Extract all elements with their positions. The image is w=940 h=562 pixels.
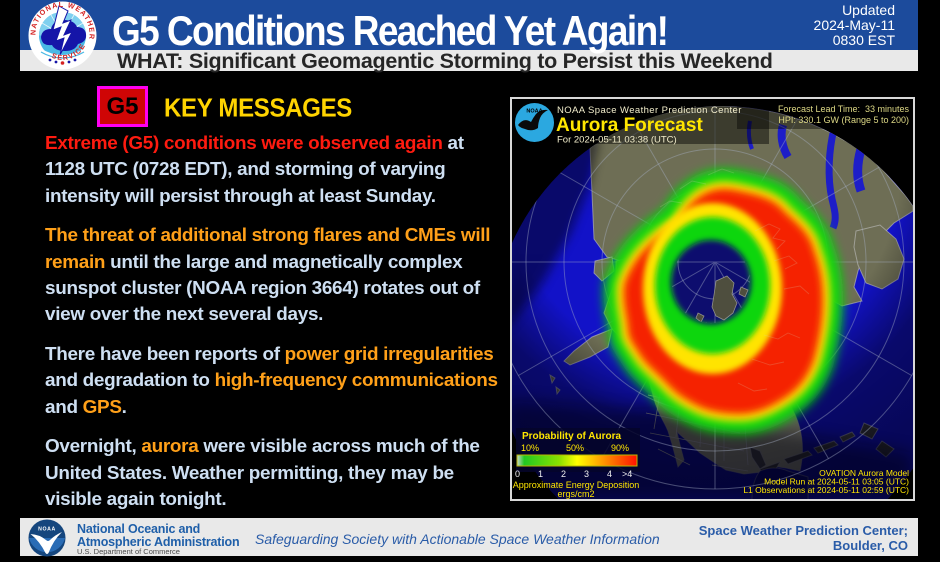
svg-text:OVATION Aurora Model: OVATION Aurora Model [819,468,909,478]
svg-text:10%: 10% [521,443,539,453]
svg-text:NOAA: NOAA [526,109,542,115]
svg-text:Approximate Energy Deposition: Approximate Energy Deposition [513,480,640,490]
svg-text:L1 Observations at 2024-05-11: L1 Observations at 2024-05-11 02:59 (UTC… [743,485,909,495]
svg-text:Forecast Lead Time: 33 minute: Forecast Lead Time: 33 minutes [778,104,910,114]
svg-text:Model Run at 2024-05-11 03:05: Model Run at 2024-05-11 03:05 (UTC) [764,477,909,487]
svg-text:NOAA: NOAA [38,527,56,533]
svg-text:ergs/cm2: ergs/cm2 [557,489,594,499]
svg-text:For 2024-05-11 03:38 (UTC): For 2024-05-11 03:38 (UTC) [557,135,677,146]
svg-text:HPI: 330.1 GW (Range 5 to 200): HPI: 330.1 GW (Range 5 to 200) [778,115,909,125]
svg-text:50%: 50% [566,443,584,453]
svg-text:90%: 90% [611,443,629,453]
svg-text:0: 0 [515,469,520,479]
svg-text:Aurora Forecast: Aurora Forecast [556,115,703,136]
svg-text:2: 2 [561,469,566,479]
svg-text:4: 4 [607,469,612,479]
svg-text:NOAA Space Weather Prediction: NOAA Space Weather Prediction Center [557,105,742,116]
svg-text:3: 3 [584,469,589,479]
svg-text:>4: >4 [622,469,632,479]
svg-text:Probability of Aurora: Probability of Aurora [522,431,622,442]
svg-text:1: 1 [538,469,543,479]
